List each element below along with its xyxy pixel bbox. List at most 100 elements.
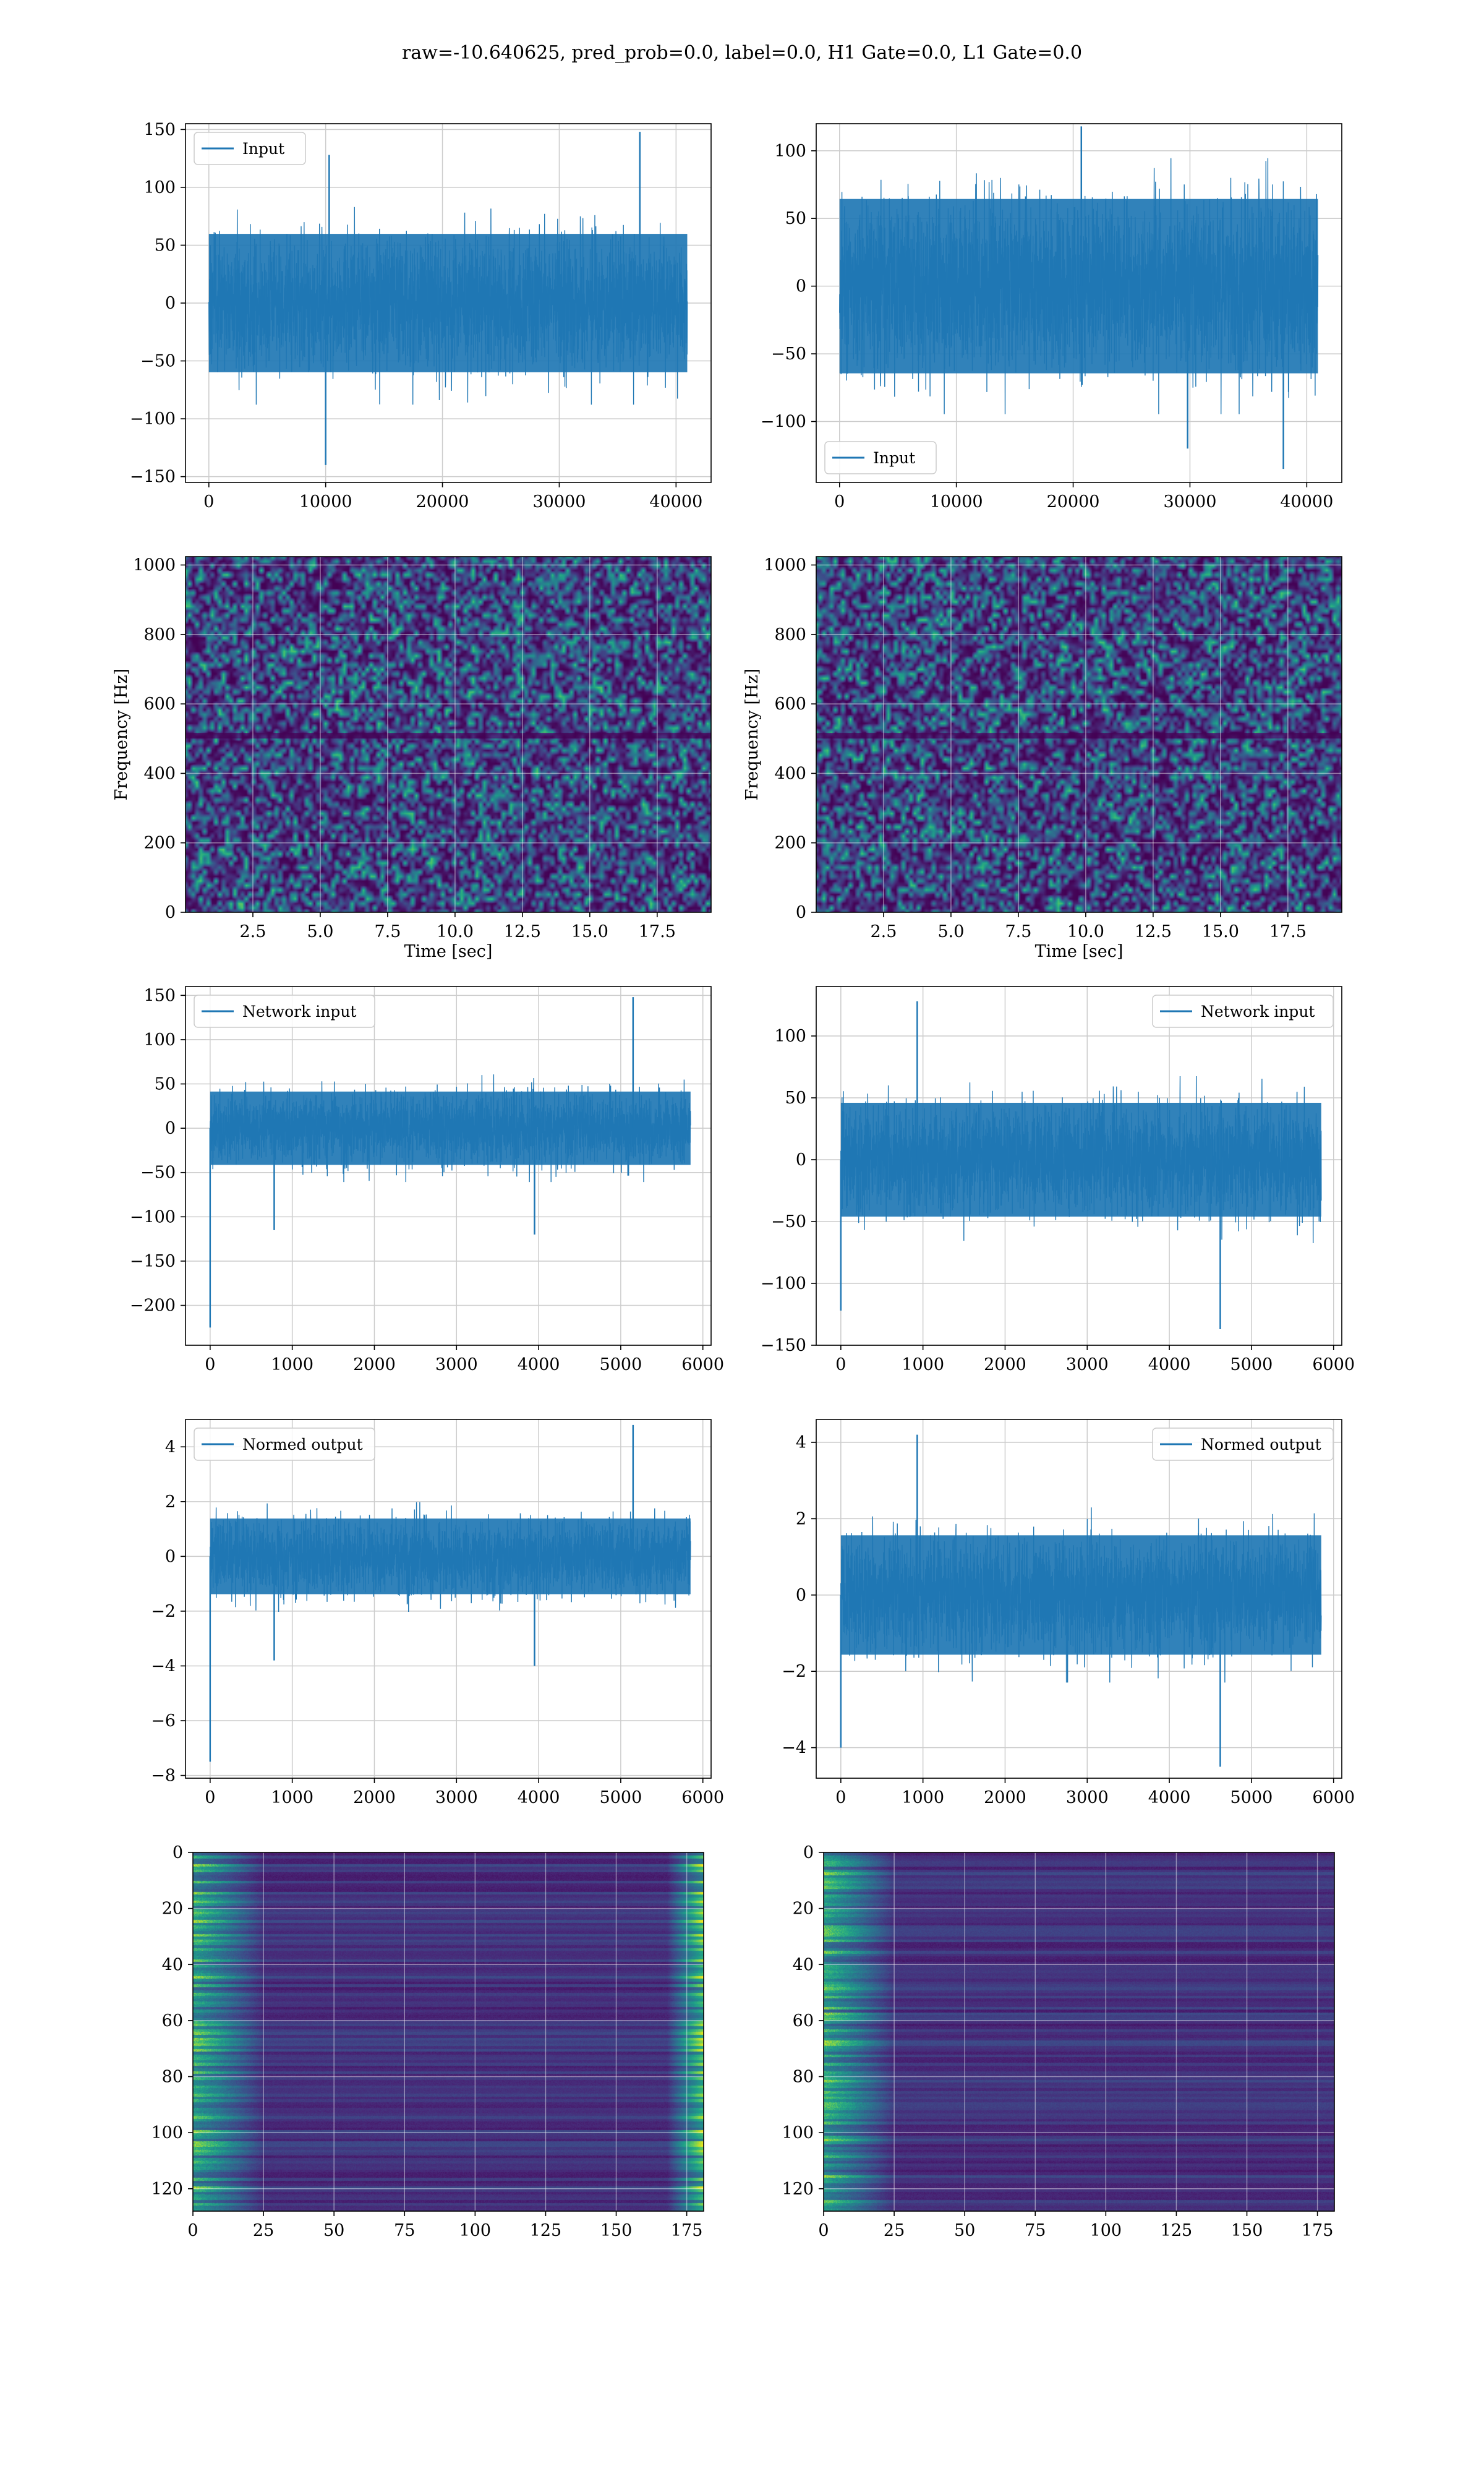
network-h1-xtick-label: 6000 (681, 1355, 724, 1374)
input-h1-xtick-label: 20000 (416, 492, 469, 511)
network-l1-ytick-label: 50 (785, 1089, 806, 1108)
network-h1-xtick-label: 3000 (435, 1355, 478, 1374)
network-l1-ytick-label: −100 (761, 1274, 806, 1293)
input-l1-series-band (839, 199, 1318, 374)
spec-l1-axes: 2.5 5.0 7.5 10.0 12.5 15.0 17.5 0 200 400 600 800 10… (743, 555, 1342, 961)
normed-h1-legend-box (194, 1427, 375, 1461)
input-h1-ytick-label: 150 (143, 120, 176, 139)
feat-h1-ytick-label: 100 (151, 2123, 183, 2142)
spec-h1-xtick-label: 10.0 (437, 922, 474, 941)
normed-h1-ytick-label: −8 (151, 1766, 176, 1786)
feat-h1-xtick-label: 25 (253, 2221, 274, 2240)
feat-l1-ytick-label: 20 (793, 1899, 814, 1919)
input-l1-legend-label: Input (873, 449, 915, 467)
spec-l1-xtick-label: 17.5 (1269, 922, 1307, 941)
input-l1-ytick-label: 100 (774, 142, 806, 161)
network-h1-xtick-label: 2000 (353, 1355, 396, 1374)
network-l1-xtick-label: 4000 (1148, 1355, 1191, 1374)
input-h1-ytick-label: 50 (155, 236, 176, 255)
input-h1-ytick-label: 100 (143, 178, 176, 197)
input-h1-ytick-label: −150 (130, 468, 176, 487)
spec-h1-xtick-label: 17.5 (639, 922, 676, 941)
spec-h1-xtick-label: 12.5 (504, 922, 541, 941)
feat-h1-xtick-label: 100 (459, 2221, 492, 2240)
input-l1-legend: Input (824, 441, 937, 474)
input-h1-ytick-label: 0 (165, 294, 176, 313)
input-l1-ytick-label: −50 (771, 345, 806, 364)
normed-l1-xtick-label: 1000 (902, 1788, 944, 1807)
normed-h1-ytick-label: −2 (151, 1602, 176, 1621)
network-h1-ytick-label: 150 (143, 986, 176, 1005)
normed-h1-xtick-label: 5000 (600, 1788, 642, 1807)
feat-h1-ytick-label: 60 (162, 2011, 183, 2031)
spec-l1-xtick-label: 15.0 (1202, 922, 1239, 941)
network-h1-ytick-label: 0 (165, 1119, 176, 1138)
normed-h1-legend: Normed output (194, 1427, 375, 1461)
input-l1-ytick-label: 0 (796, 277, 806, 296)
input-l1-ytick-label: 50 (785, 209, 806, 228)
spec-h1-ytick-label: 800 (143, 625, 176, 644)
input-h1-ytick-label: −100 (130, 409, 176, 429)
spec-h1-xtick-label: 2.5 (239, 922, 266, 941)
network-h1-ytick-label: −150 (130, 1252, 176, 1271)
spec-h1-image (186, 557, 711, 912)
network-h1-ytick-label: 100 (143, 1030, 176, 1050)
normed-l1-ytick-label: −2 (782, 1662, 806, 1681)
network-l1-xtick-label: 0 (835, 1355, 846, 1374)
feat-l1-ytick-label: 60 (793, 2011, 814, 2031)
normed-l1-xtick-label: 3000 (1066, 1788, 1109, 1807)
spec-h1-xtick-label: 7.5 (374, 922, 401, 941)
feat-l1-ytick-label: 0 (803, 1843, 814, 1862)
spec-h1-frame (185, 556, 712, 913)
normed-l1-series-band (840, 1535, 1321, 1655)
network-h1-xtick-label: 5000 (600, 1355, 642, 1374)
feat-h1-xtick-label: 75 (394, 2221, 415, 2240)
input-l1-ytick-label: −100 (761, 413, 806, 432)
spec-h1-xtick-label: 5.0 (307, 922, 333, 941)
normed-h1-xtick-label: 0 (205, 1788, 215, 1807)
input-l1-xtick-label: 20000 (1047, 492, 1100, 511)
spec-l1-ytick-label: 800 (774, 625, 806, 644)
spec-h1-ytick-label: 400 (143, 764, 176, 783)
feat-l1-xtick-label: 100 (1090, 2221, 1122, 2240)
feat-l1-xtick-label: 175 (1302, 2221, 1334, 2240)
input-l1-frame (816, 123, 1342, 483)
normed-l1-xtick-label: 6000 (1312, 1788, 1355, 1807)
spec-l1-xtick-label: 12.5 (1135, 922, 1172, 941)
network-h1-ytick-label: −100 (130, 1207, 176, 1226)
normed-h1-axes: Normed output 0 1000 2000 3000 4000 5000 6000 −8… (151, 1419, 724, 1807)
network-l1-frame (816, 986, 1342, 1346)
network-h1-series-band (210, 1091, 691, 1165)
feat-l1-xtick-label: 150 (1231, 2221, 1263, 2240)
normed-l1-ytick-label: −4 (782, 1739, 806, 1758)
feat-h1-axes: 0 25 50 75 100 125 150 175 0 20 40 60 80 100 120 (151, 1843, 704, 2240)
network-l1-ytick-label: −150 (761, 1336, 806, 1355)
network-h1-frame (185, 986, 712, 1346)
input-h1-series-band (208, 234, 688, 372)
spec-l1-xtick-label: 7.5 (1005, 922, 1031, 941)
network-h1-legend-box (194, 995, 375, 1028)
spec-h1-xlabel: Time [sec] (404, 942, 493, 961)
feat-l1-xtick-label: 50 (954, 2221, 975, 2240)
input-h1-xtick-label: 0 (203, 492, 214, 511)
feat-h1-xtick-label: 150 (600, 2221, 633, 2240)
network-h1-xtick-label: 4000 (518, 1355, 560, 1374)
spec-l1-ytick-label: 600 (774, 695, 806, 714)
feat-l1-ytick-label: 80 (793, 2068, 814, 2087)
feat-l1-frame (823, 1852, 1335, 2212)
network-l1-series-band (840, 1103, 1321, 1217)
normed-h1-xtick-label: 3000 (435, 1788, 478, 1807)
network-h1-xtick-label: 0 (205, 1355, 215, 1374)
spec-h1-ytick-label: 1000 (133, 555, 176, 575)
input-l1-xtick-label: 30000 (1163, 492, 1216, 511)
normed-l1-ytick-label: 4 (796, 1433, 806, 1452)
normed-l1-xtick-label: 5000 (1230, 1788, 1273, 1807)
normed-l1-legend: Normed output (1152, 1427, 1334, 1461)
network-l1-legend-label: Network input (1201, 1003, 1315, 1021)
normed-h1-ytick-label: −6 (151, 1711, 176, 1731)
normed-l1-frame (816, 1419, 1342, 1779)
input-h1-legend-label: Input (242, 140, 284, 158)
feat-l1-xtick-label: 25 (884, 2221, 905, 2240)
network-h1-ytick-label: −200 (130, 1296, 176, 1316)
